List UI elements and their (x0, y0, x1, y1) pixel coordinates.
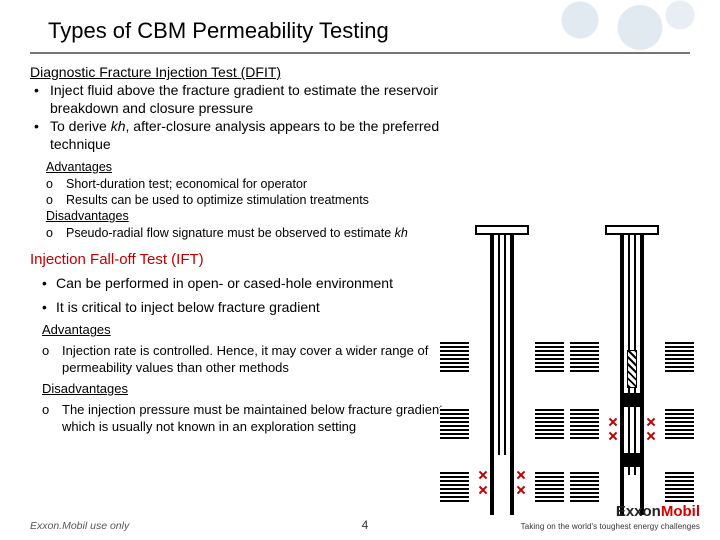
perforation-icon (608, 431, 618, 441)
dfit-dis-1a: Pseudo-radial flow signature must be obs… (66, 226, 395, 240)
packer-icon (621, 393, 643, 407)
perforation-icon (516, 485, 526, 495)
text-column: Diagnostic Fracture Injection Test (DFIT… (30, 64, 458, 440)
decorative-molecule (520, 0, 720, 50)
dfit-bullet-2a: To derive (50, 118, 111, 134)
perforation-icon (646, 431, 656, 441)
perforation-icon (646, 417, 656, 427)
dfit-heading: Diagnostic Fracture Injection Test (DFIT… (30, 64, 458, 80)
dfit-bullets: •Inject fluid above the fracture gradien… (30, 82, 458, 153)
kh-italic: kh (111, 118, 126, 134)
brand-mobil: Mobil (661, 503, 700, 520)
ift-bullet-2: It is critical to inject below fracture … (56, 298, 458, 316)
well-right (600, 225, 664, 515)
perforation-icon (516, 470, 526, 480)
slide: Types of CBM Permeability Testing Diagno… (0, 0, 720, 540)
dfit-sub: Advantages oShort-duration test; economi… (30, 159, 458, 241)
footer-note: Exxon.Mobil use only (30, 520, 129, 532)
ift-adv-h: Advantages (42, 322, 458, 339)
dfit-adv-h: Advantages (46, 159, 458, 175)
perforation-icon (608, 417, 618, 427)
packer-icon (621, 453, 643, 467)
brand-tagline: Taking on the world's toughest energy ch… (521, 522, 700, 531)
dfit-bullet-1: Inject fluid above the fracture gradient… (50, 82, 458, 117)
dfit-adv-1: Short-duration test; economical for oper… (66, 176, 458, 192)
kh-italic-2: kh (395, 226, 408, 240)
ift-bullets: •Can be performed in open- or cased-hole… (30, 274, 458, 316)
brand-exxon: Exxon (616, 503, 661, 520)
ift-bullet-1: Can be performed in open- or cased-hole … (56, 274, 458, 292)
dfit-dis-h: Disadvantages (46, 208, 458, 224)
footer: Exxon.Mobil use only 4 ExxonMobil Taking… (30, 503, 700, 532)
perforation-icon (478, 485, 488, 495)
gauge-icon (627, 350, 637, 388)
ift-dis-h: Disadvantages (42, 381, 458, 398)
ift-sub: Advantages oInjection rate is controlled… (30, 322, 458, 435)
page-number: 4 (362, 518, 369, 532)
title-rule (30, 52, 690, 54)
well-diagram (440, 225, 710, 515)
well-left (470, 225, 534, 515)
ift-dis-1: The injection pressure must be maintaine… (62, 402, 458, 436)
dfit-adv-2: Results can be used to optimize stimulat… (66, 192, 458, 208)
logo: ExxonMobil Taking on the world's toughes… (521, 503, 700, 532)
ift-adv-1: Injection rate is controlled. Hence, it … (62, 343, 458, 377)
perforation-icon (478, 470, 488, 480)
ift-heading: Injection Fall-off Test (IFT) (30, 251, 458, 268)
